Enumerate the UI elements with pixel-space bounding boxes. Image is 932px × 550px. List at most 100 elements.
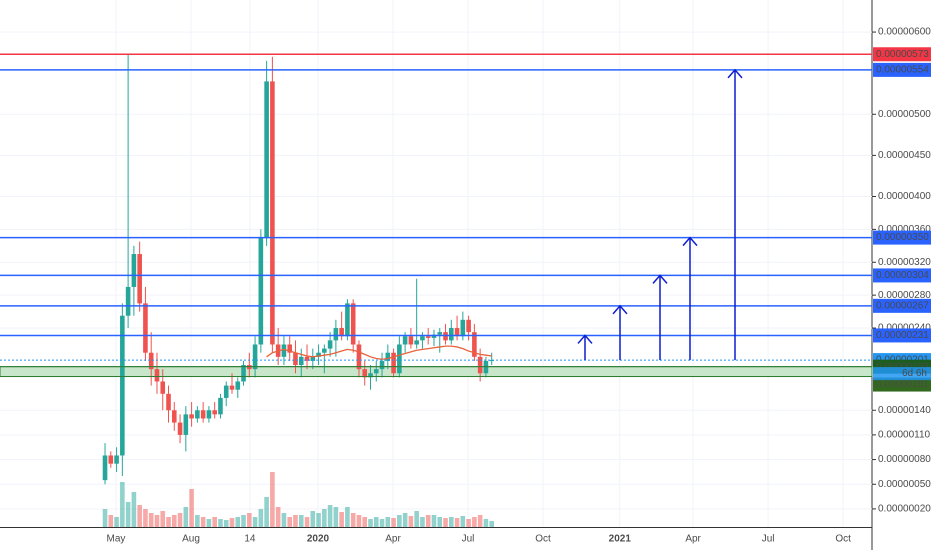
volume-bar (431, 515, 437, 527)
price-label: 0.00000573 (876, 49, 929, 60)
volume-bar (247, 513, 252, 527)
x-tick-label: Aug (182, 534, 200, 545)
volume-bar (379, 519, 385, 527)
candle-body (212, 410, 217, 415)
candle-body (420, 336, 425, 341)
x-tick-label: Jul (462, 534, 475, 545)
volume-bar (460, 516, 466, 527)
candle-body (148, 352, 154, 370)
volume-bar (489, 521, 494, 527)
volume-bar (397, 515, 402, 527)
volume-bar (218, 519, 223, 527)
candle-body (114, 455, 119, 464)
candle-body (108, 455, 114, 464)
candle-body (408, 336, 414, 345)
volume-bar (171, 515, 177, 527)
target-arrow (577, 334, 593, 361)
volume-bar (298, 515, 304, 527)
volume-bar (448, 517, 454, 527)
candle-body (235, 381, 241, 390)
y-tick-label: 0.00000320 (878, 257, 931, 268)
price-label: 0.00000554 (876, 65, 929, 76)
y-tick-label: 0.00000140 (878, 405, 931, 416)
volume-bar (281, 513, 287, 527)
candle-body (183, 414, 189, 435)
candle-body (125, 286, 131, 316)
price-label-box (873, 377, 931, 392)
candle-body (316, 352, 321, 357)
candle-body (345, 303, 350, 337)
volume-bar (125, 502, 131, 527)
candle-body (298, 356, 304, 366)
volume-bar (160, 511, 166, 527)
candle-body (327, 340, 333, 349)
volume-bar (189, 489, 194, 527)
y-tick-label: 0.00000080 (878, 454, 931, 465)
candle-body (414, 340, 419, 345)
countdown: 6d 6h (902, 368, 927, 379)
volume-bar (131, 492, 137, 527)
volume-bar (304, 517, 310, 527)
volume-bar (264, 497, 269, 527)
x-tick-label: May (107, 534, 126, 545)
y-tick-label: 0.00000280 (878, 290, 931, 301)
volume-bar (120, 482, 125, 527)
candle-body (218, 397, 223, 415)
candle-body (137, 254, 142, 304)
volume-bar (466, 519, 471, 527)
candle-body (154, 369, 160, 382)
candle-body (270, 81, 275, 345)
price-label-box (873, 328, 931, 343)
y-tick-label: 0.00000240 (878, 323, 931, 334)
x-tick-label: 2021 (609, 534, 632, 545)
x-tick-label: 2020 (307, 534, 330, 545)
candle-body (131, 254, 137, 287)
volume-bar (356, 515, 362, 527)
volume-bar (212, 517, 217, 527)
grid (0, 0, 872, 527)
candle-body (454, 328, 460, 337)
price-label-box (873, 268, 931, 283)
candle-body (391, 352, 396, 374)
volume-bar (420, 517, 425, 527)
x-tick-label: Oct (535, 534, 551, 545)
target-arrow (727, 68, 743, 361)
volume-bar (183, 507, 189, 527)
target-arrow (612, 304, 628, 361)
volume-bar (414, 511, 419, 527)
volume-bar (108, 515, 114, 527)
candle-body (333, 328, 339, 341)
candle-body (171, 410, 177, 423)
candle-body (489, 360, 494, 362)
candle-body (362, 369, 368, 378)
price-label-box (873, 298, 931, 313)
candle-body (304, 356, 310, 361)
volume-bar (287, 517, 293, 527)
volume-bar (235, 517, 241, 527)
candle-body (287, 344, 293, 353)
volume-bar (270, 472, 275, 527)
x-tick-label: Apr (685, 534, 701, 545)
candle-body (437, 332, 443, 335)
volume-bar (310, 511, 316, 527)
candle-body (177, 422, 183, 435)
candle-body (466, 319, 471, 333)
y-tick-label: 0.00000600 (878, 27, 931, 38)
candle-body (102, 455, 108, 481)
candle-body (200, 410, 206, 419)
x-tick-label: Apr (385, 534, 401, 545)
volume-bar (477, 515, 483, 527)
volume-bar (293, 515, 298, 527)
candle-body (477, 356, 483, 374)
countdown-box (873, 367, 931, 381)
volume-bar (177, 513, 183, 527)
x-tick-label: Oct (835, 534, 851, 545)
volume-bar (368, 519, 373, 527)
target-arrow (652, 274, 668, 361)
candle-body (385, 352, 391, 361)
volume-bar (258, 509, 264, 527)
volume-bar (102, 509, 108, 527)
volume-bar (114, 517, 119, 527)
volume-bar (229, 518, 235, 527)
candle-body (425, 336, 431, 338)
